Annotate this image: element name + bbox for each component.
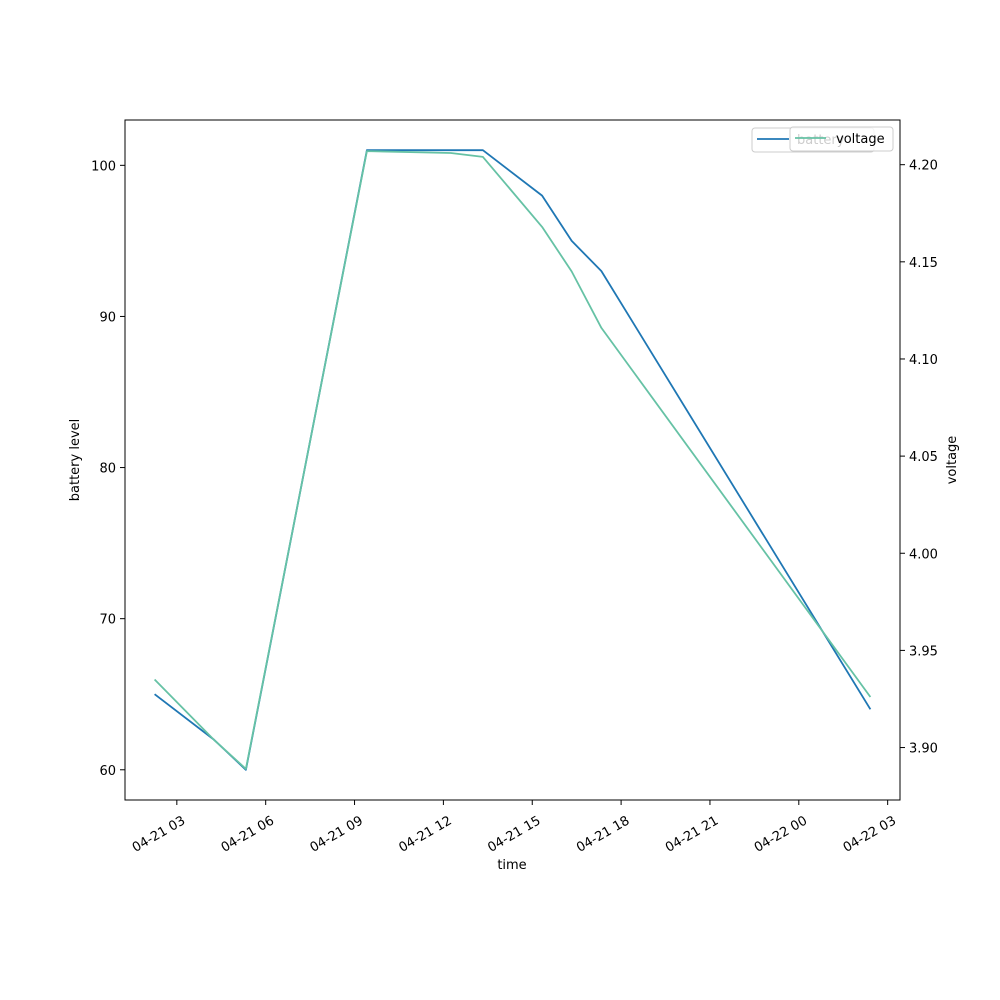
legend-voltage-label: voltage	[836, 132, 885, 147]
series-line-voltage	[153, 150, 872, 770]
y-left-tick-label: 90	[99, 310, 116, 325]
y-right-tick-label: 4.05	[909, 450, 938, 465]
y-right-tick-label: 4.10	[909, 353, 938, 368]
plot-frame	[124, 119, 901, 801]
y-right-tick-label: 4.20	[909, 159, 938, 174]
legend-voltage: voltage	[789, 126, 894, 152]
y-left-tick-label: 60	[99, 764, 116, 779]
y-right-tick-label: 4.00	[909, 547, 938, 562]
y-left-tick-label: 80	[99, 462, 116, 477]
y-right-tick-label: 3.95	[909, 644, 938, 659]
y-left-tick-label: 100	[91, 159, 116, 174]
y-axis-label-left: battery level	[68, 419, 83, 502]
y-axis-label-right: voltage	[945, 436, 960, 485]
y-right-tick-label: 3.90	[909, 742, 938, 757]
x-axis-label: time	[497, 858, 526, 873]
y-left-tick-label: 70	[99, 613, 116, 628]
y-right-tick-label: 4.15	[909, 256, 938, 271]
